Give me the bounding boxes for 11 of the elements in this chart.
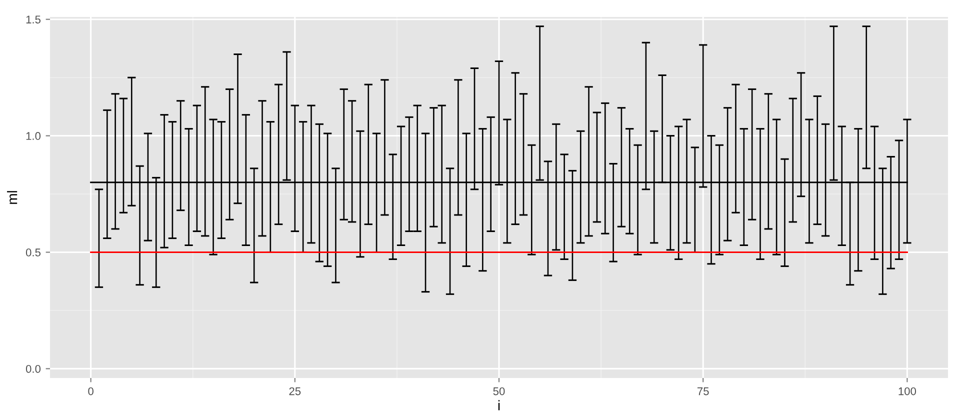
x-tick-label: 75 [697,387,709,396]
y-tick-label: 0.5 [26,248,41,256]
y-tick-label: 1.0 [26,132,41,140]
x-tick-label: 0 [88,387,94,396]
x-tick-label: 25 [289,387,301,396]
x-tick-label: 100 [898,387,916,396]
x-tick-label: 50 [493,387,505,396]
y-tick-label: 0.0 [26,364,41,373]
x-axis-title: i [498,400,500,410]
y-axis-title: ml [7,191,18,204]
y-tick-label: 1.5 [26,16,41,24]
